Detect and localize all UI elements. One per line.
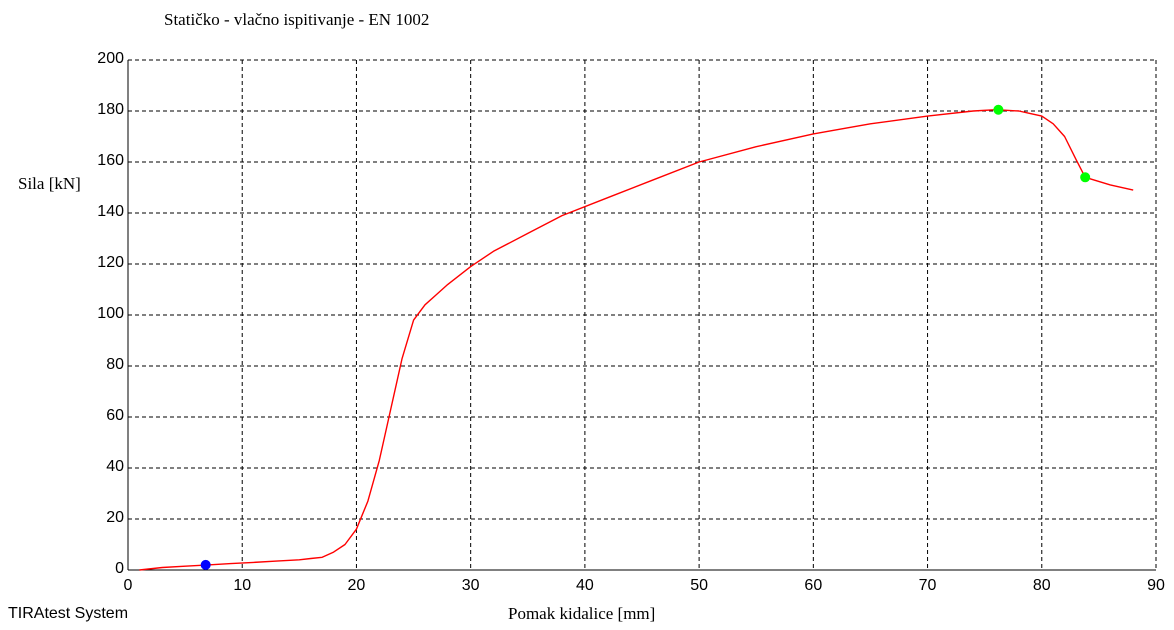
y-tick-label: 160 (97, 152, 124, 169)
y-tick-label: 20 (106, 509, 124, 526)
y-axis-label: Sila [kN] (18, 174, 81, 193)
chart-plot: 0 10 20 30 40 50 60 70 80 90 0 20 40 60 80 100 120 140 160… (97, 50, 1165, 594)
y-tick-label: 140 (97, 203, 124, 220)
tick-label-layer: 0 10 20 30 40 50 60 70 80 90 0 20 40 60 80 100 120 140 160… (97, 50, 1165, 594)
x-tick-label: 90 (1147, 577, 1165, 594)
data-point-marker (993, 104, 1004, 115)
chart-title: Statičko - vlačno ispitivanje - EN 1002 (164, 10, 430, 29)
x-tick-label: 10 (233, 577, 251, 594)
series-line (139, 108, 1134, 571)
y-tick-label: 40 (106, 458, 124, 475)
footer-brand: TIRAtest System (8, 605, 129, 622)
grid-layer (128, 59, 1157, 570)
x-axis-label: Pomak kidalice [mm] (508, 604, 656, 623)
x-tick-label: 0 (124, 577, 133, 594)
axis-layer (127, 60, 1156, 571)
x-tick-label: 50 (690, 577, 708, 594)
x-tick-label: 40 (576, 577, 594, 594)
x-tick-label: 70 (919, 577, 937, 594)
series-layer (139, 108, 1134, 571)
y-tick-label: 100 (97, 305, 124, 322)
y-tick-label: 200 (97, 50, 124, 67)
y-tick-label: 0 (115, 560, 124, 577)
y-tick-label: 60 (106, 407, 124, 424)
data-point-marker (200, 559, 211, 570)
x-tick-label: 80 (1033, 577, 1051, 594)
y-tick-label: 80 (106, 356, 124, 373)
y-tick-label: 180 (97, 101, 124, 118)
y-tick-label: 120 (97, 254, 124, 271)
data-point-marker (1080, 172, 1091, 183)
x-tick-label: 60 (804, 577, 822, 594)
x-tick-label: 20 (348, 577, 366, 594)
x-tick-label: 30 (462, 577, 480, 594)
marker-layer (200, 104, 1091, 570)
